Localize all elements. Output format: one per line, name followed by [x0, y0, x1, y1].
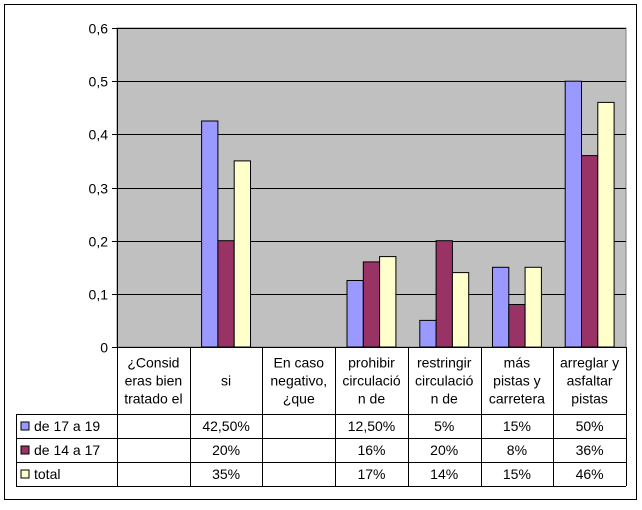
legend-key-de-14-a-17	[20, 445, 30, 455]
category-label: circulació	[415, 373, 474, 389]
category-label: En caso	[274, 355, 325, 371]
data-table-cell: 8%	[507, 442, 527, 458]
category-label: ¿que	[283, 391, 315, 407]
bar-de-17-a-19-6	[564, 80, 583, 348]
y-tick-label: 0,6	[89, 21, 109, 37]
data-table-cell: 36%	[576, 442, 604, 458]
y-tick-label: 0,2	[89, 234, 109, 250]
legend-label: de 14 a 17	[34, 442, 100, 458]
bar-total-3	[379, 256, 397, 348]
data-table-cell: 20%	[212, 442, 240, 458]
bar-de-17-a-19-5	[492, 266, 510, 348]
category-label: tratado el	[124, 391, 182, 407]
data-table-cell: 46%	[576, 466, 604, 482]
category-label: asfaltar	[567, 373, 613, 389]
data-table-cell: 15%	[503, 466, 531, 482]
bar-total-6	[597, 101, 615, 348]
y-tick-label: 0,1	[89, 287, 109, 303]
category-label: prohibir	[348, 355, 395, 371]
bar-total-1	[233, 160, 251, 348]
category-label: ¿Consid	[127, 355, 179, 371]
bar-de-14-a-17-5	[508, 304, 526, 348]
data-table-cell: 5%	[434, 418, 454, 434]
bar-total-5	[524, 266, 542, 348]
category-label: circulació	[342, 373, 401, 389]
legend-key-total	[20, 469, 30, 479]
category-label: más	[504, 355, 530, 371]
bar-de-14-a-17-4	[435, 240, 453, 348]
category-label: eras bien	[125, 373, 183, 389]
bar-de-17-a-19-3	[346, 280, 364, 348]
y-tick-label: 0,5	[89, 74, 109, 90]
y-tick-label: 0	[100, 340, 108, 356]
legend-label: total	[34, 466, 60, 482]
bar-de-17-a-19-4	[419, 319, 437, 348]
bar-de-14-a-17-6	[581, 155, 599, 348]
category-label: si	[221, 373, 231, 389]
bar-de-14-a-17-1	[217, 240, 235, 348]
category-label: n de	[358, 391, 385, 407]
data-table: ¿Consid eras bien tratado el si En caso negat…	[16, 347, 627, 487]
legend-label: de 17 a 19	[34, 418, 100, 434]
plot-area: 0 0,1 0,2 0,3 0,4 0,5 0,6	[89, 21, 627, 356]
bar-de-17-a-19-1	[201, 120, 219, 348]
category-label: arreglar y	[560, 355, 619, 371]
category-label: n de	[431, 391, 458, 407]
data-table-cell: 12,50%	[348, 418, 395, 434]
legend-key-de-17-a-19	[20, 421, 30, 431]
data-table-cell: 20%	[430, 442, 458, 458]
data-table-cell: 16%	[357, 442, 385, 458]
bar-de-14-a-17-3	[362, 261, 381, 348]
category-label: restringir	[417, 355, 472, 371]
data-table-cell: 50%	[576, 418, 604, 434]
category-label: pistas y	[493, 373, 540, 389]
data-table-cell: 35%	[212, 466, 240, 482]
data-table-cell: 14%	[430, 466, 458, 482]
y-tick-label: 0,3	[89, 181, 109, 197]
category-label: negativo,	[270, 373, 327, 389]
data-table-cell: 15%	[503, 418, 531, 434]
data-table-cell: 17%	[357, 466, 385, 482]
bar-total-4	[451, 272, 470, 348]
category-label: pistas	[571, 391, 608, 407]
data-table-cell: 42,50%	[202, 418, 249, 434]
category-label: carretera	[489, 391, 545, 407]
y-tick-label: 0,4	[89, 127, 109, 143]
